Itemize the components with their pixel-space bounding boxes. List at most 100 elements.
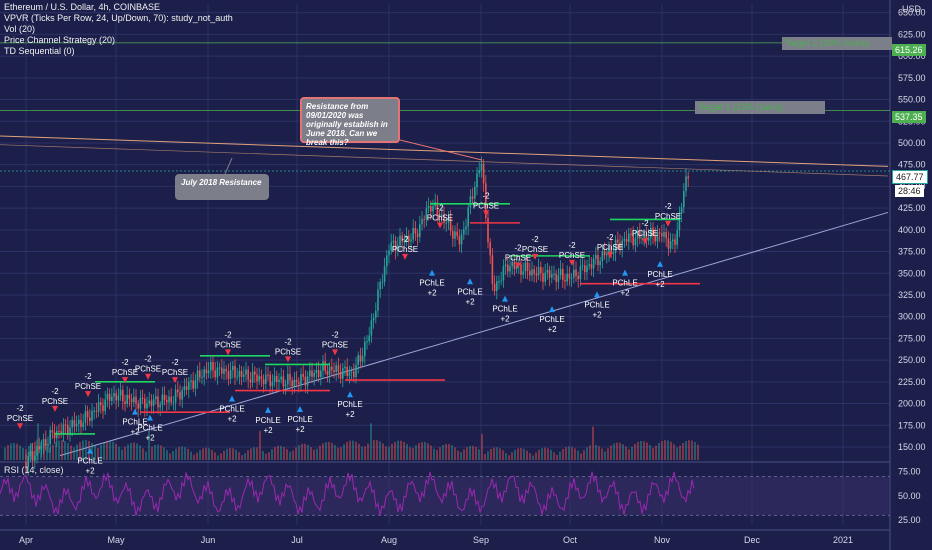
candle-body <box>452 231 454 239</box>
volume-bar <box>160 445 162 460</box>
x-tick-label: 2021 <box>833 535 853 545</box>
candle-body <box>289 373 291 381</box>
volume-bar <box>16 443 18 460</box>
candle-body <box>474 187 476 199</box>
volume-bar <box>247 450 249 460</box>
candle-body <box>661 233 663 237</box>
signal-count-short: -2 <box>664 202 672 211</box>
volume-bar <box>175 448 177 460</box>
volume-bar <box>136 443 138 460</box>
candle-body <box>216 367 219 378</box>
candle-body <box>328 366 331 375</box>
candle-body <box>592 258 595 269</box>
candle-body <box>676 230 678 245</box>
volume-bar <box>685 441 687 460</box>
volume-bar <box>397 440 399 460</box>
volume-bar <box>343 444 345 460</box>
volume-bar <box>166 450 168 460</box>
volume-bar <box>193 454 195 460</box>
candle-body <box>45 439 47 446</box>
candle-body <box>509 265 511 272</box>
candle-body <box>531 269 533 276</box>
volume-bar <box>676 447 678 460</box>
candle-body <box>625 239 628 242</box>
volume-bar <box>424 442 426 460</box>
candle-body <box>262 379 265 385</box>
signal-arrow-up <box>229 395 235 402</box>
volume-bar <box>412 447 414 460</box>
candle-body <box>658 232 661 234</box>
candle-body <box>331 366 333 371</box>
candle-body <box>504 264 507 267</box>
target1-label: Target 1 (15% Gains) <box>695 101 825 114</box>
volume-bar <box>652 447 654 460</box>
rsi-line <box>0 471 695 516</box>
volume-bar <box>631 446 633 460</box>
volume-bar <box>298 445 300 460</box>
volume-bar <box>118 446 120 460</box>
signal-count-long: +2 <box>145 434 155 443</box>
candle-body <box>526 262 529 271</box>
volume-bar <box>532 455 534 460</box>
candle-body <box>335 365 337 373</box>
candle-body <box>234 365 236 378</box>
volume-bar <box>286 449 288 460</box>
volume-bar <box>163 447 165 460</box>
volume-bar <box>322 443 324 460</box>
candle-body <box>601 251 604 262</box>
signal-label-short: PChSE <box>559 251 585 260</box>
candle-body <box>419 224 421 238</box>
x-tick-label: Nov <box>654 535 671 545</box>
signal-count-long: +2 <box>130 428 140 437</box>
volume-bar <box>370 423 372 460</box>
candle-body <box>355 364 357 378</box>
volume-bar <box>361 446 363 460</box>
y-tick-label: 400.00 <box>898 225 926 235</box>
volume-bar <box>427 443 429 460</box>
signal-label-short: PChSE <box>473 201 499 210</box>
volume-bar <box>82 440 84 460</box>
candle-body <box>641 237 643 239</box>
candle-body <box>104 399 106 412</box>
candle-body <box>243 374 245 377</box>
volume-bar <box>196 452 198 460</box>
volume-bar <box>205 447 207 460</box>
volume-bar <box>112 441 114 460</box>
volume-bar <box>550 449 552 460</box>
candle-body <box>430 206 432 212</box>
signal-label-long: PChLE <box>612 279 637 288</box>
candle-body <box>390 242 392 251</box>
candle-body <box>78 419 80 424</box>
candle-body <box>634 238 637 246</box>
volume-bar <box>148 430 150 460</box>
signal-arrow-up <box>622 269 628 276</box>
signal-label-long: PChLE <box>255 416 280 425</box>
candle-body <box>603 251 606 256</box>
signal-arrow-down <box>285 356 291 363</box>
x-tick-label: Oct <box>563 535 578 545</box>
volume-bar <box>463 449 465 460</box>
signal-count-short: -2 <box>514 244 522 253</box>
candle-body <box>238 371 241 377</box>
volume-bar <box>376 440 378 460</box>
signal-arrow-down <box>402 253 408 260</box>
signal-label-short: PChSE <box>655 212 681 221</box>
candle-body <box>346 366 348 376</box>
volume-bar <box>349 440 351 460</box>
candle-body <box>577 276 579 280</box>
candle-body <box>579 266 582 280</box>
volume-bar <box>358 443 360 460</box>
candle-body <box>40 445 43 450</box>
volume-bar <box>328 441 330 460</box>
candle-body <box>25 461 27 468</box>
volume-bar <box>202 448 204 460</box>
resistance-2020-note: Resistance from 09/01/2020 was originall… <box>300 97 400 147</box>
volume-bar <box>502 450 504 460</box>
volume-bar <box>601 448 603 460</box>
volume-bar <box>643 441 645 460</box>
volume-bar <box>541 448 543 460</box>
candle-body <box>256 374 258 382</box>
candle-body <box>645 233 648 241</box>
candle-body <box>324 361 326 371</box>
volume-bar <box>697 444 699 460</box>
